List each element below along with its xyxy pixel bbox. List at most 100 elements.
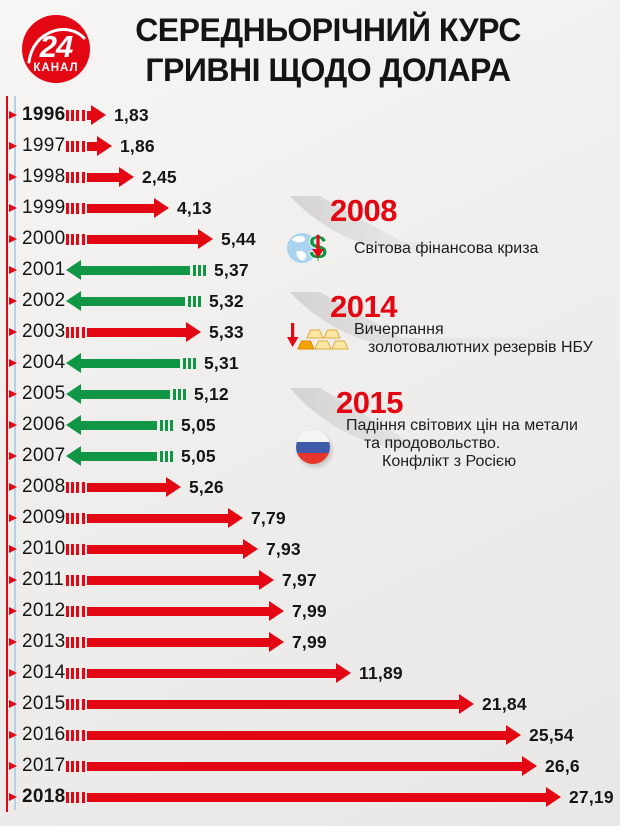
- row-tick-icon: [9, 606, 17, 615]
- arrow-right-icon: [269, 601, 284, 621]
- year-label: 2005: [22, 383, 66, 404]
- fall-arrow: [66, 259, 206, 281]
- arrow-dash: [159, 419, 163, 431]
- rise-arrow: [66, 693, 474, 715]
- arrow-dash: [76, 667, 80, 679]
- arrow-dash: [81, 574, 85, 586]
- russia-flag-icon: [296, 430, 330, 464]
- year-label: 2001: [22, 259, 66, 280]
- arrow-dash: [183, 388, 186, 400]
- value-label: 27,19: [569, 786, 614, 807]
- arrow-right-icon: [506, 725, 521, 745]
- value-label: 25,54: [529, 724, 574, 745]
- chart-row-2005: 2005 5,12: [0, 379, 616, 409]
- arrow-left-icon: [66, 353, 81, 373]
- rise-arrow: [66, 631, 284, 653]
- arrow-dash: [164, 450, 168, 462]
- axis-line-red: [6, 96, 8, 812]
- arrow-dash: [81, 729, 85, 741]
- value-label: 7,99: [292, 631, 327, 652]
- annotation-caption: Падіння світових цін на метали та продов…: [346, 417, 578, 470]
- chart-row-2013: 2013 7,99: [0, 627, 616, 657]
- arrow-shaft: [81, 265, 191, 275]
- chart-row-2011: 2011 7,97: [0, 565, 616, 595]
- chart-row-2012: 2012 7,99: [0, 596, 616, 626]
- arrow-shaft: [86, 482, 166, 492]
- arrow-right-icon: [336, 663, 351, 683]
- arrow-dash: [81, 171, 85, 183]
- arrow-right-icon: [97, 136, 112, 156]
- value-label: 5,44: [221, 228, 256, 249]
- annotation-caption: Світова фінансова криза: [354, 240, 539, 257]
- arrow-right-icon: [186, 322, 201, 342]
- year-label: 2009: [22, 507, 66, 528]
- row-tick-icon: [9, 296, 17, 305]
- arrow-shaft: [86, 792, 546, 802]
- arrow-right-icon: [243, 539, 258, 559]
- arrow-dash: [66, 326, 69, 338]
- chart-row-2007: 2007 5,05: [0, 441, 616, 471]
- value-label: 5,31: [204, 352, 239, 373]
- arrow-dash: [76, 171, 80, 183]
- year-label: 2006: [22, 414, 66, 435]
- arrow-shaft: [86, 327, 186, 337]
- chart-row-2002: 2002 5,32: [0, 286, 616, 316]
- arrow-dash: [66, 140, 69, 152]
- arrow-dash: [192, 295, 196, 307]
- rise-arrow: [66, 104, 106, 126]
- arrow-dash: [71, 574, 75, 586]
- arrow-dash: [71, 171, 75, 183]
- arrow-dash: [71, 605, 75, 617]
- annotation-year: 2014: [330, 289, 397, 324]
- arrow-dash: [76, 636, 80, 648]
- arrow-dash: [66, 605, 69, 617]
- chart-row-1996: 1996 1,83: [0, 100, 616, 130]
- chart-row-2008: 2008 5,26: [0, 472, 616, 502]
- arrow-right-icon: [259, 570, 274, 590]
- arrow-dash: [187, 295, 191, 307]
- value-label: 5,05: [181, 414, 216, 435]
- rise-arrow: [66, 724, 521, 746]
- fall-arrow: [66, 445, 173, 467]
- chart-row-2010: 2010 7,93: [0, 534, 616, 564]
- arrow-left-icon: [66, 260, 81, 280]
- arrow-dash: [66, 543, 69, 555]
- rise-arrow: [66, 197, 169, 219]
- arrow-dash: [71, 140, 75, 152]
- arrow-dash: [203, 264, 206, 276]
- arrow-dash: [170, 419, 173, 431]
- arrow-dash: [66, 667, 69, 679]
- arrow-shaft: [86, 606, 269, 616]
- arrow-right-icon: [166, 477, 181, 497]
- year-label: 2018: [22, 786, 66, 807]
- arrow-shaft: [81, 451, 158, 461]
- arrow-dash: [71, 636, 75, 648]
- year-label: 2013: [22, 631, 66, 652]
- arrow-shaft: [86, 203, 154, 213]
- arrow-dash: [66, 233, 69, 245]
- arrow-shaft: [86, 668, 336, 678]
- value-label: 21,84: [482, 693, 527, 714]
- chart-row-2016: 2016 25,54: [0, 720, 616, 750]
- year-label: 2014: [22, 662, 66, 683]
- rise-arrow: [66, 476, 181, 498]
- gold-bars-icon: [286, 316, 350, 363]
- arrow-dash: [164, 419, 168, 431]
- arrow-dash: [71, 791, 75, 803]
- row-tick-icon: [9, 451, 17, 460]
- arrow-shaft: [86, 699, 459, 709]
- arrow-right-icon: [198, 229, 213, 249]
- annotation-2008: 2008 $ Світова фінансова криза: [286, 194, 616, 274]
- arrow-right-icon: [91, 105, 106, 125]
- arrow-right-icon: [154, 198, 169, 218]
- arrow-dash: [71, 698, 75, 710]
- arrow-dash: [81, 636, 85, 648]
- logo-number: 24: [39, 29, 73, 64]
- chart-row-2003: 2003 5,33: [0, 317, 616, 347]
- arrow-shaft: [81, 420, 158, 430]
- arrow-dash: [198, 295, 201, 307]
- title-line-2: ГРИВНІ ЩОДО ДОЛАРА: [145, 52, 511, 88]
- arrow-dash: [81, 698, 85, 710]
- arrow-dash: [81, 202, 85, 214]
